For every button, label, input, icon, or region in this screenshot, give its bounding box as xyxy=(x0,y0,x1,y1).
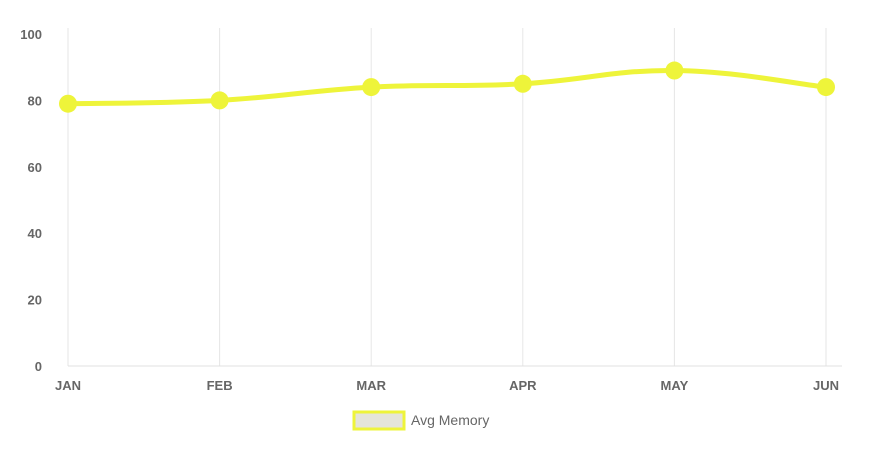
y-tick-label: 20 xyxy=(28,293,42,308)
legend-label[interactable]: Avg Memory xyxy=(411,412,489,428)
x-tick-labels: JAN FEB MAR APR MAY JUN xyxy=(55,378,839,393)
x-tick-label: APR xyxy=(509,378,537,393)
y-tick-label: 0 xyxy=(35,359,42,374)
series-layer xyxy=(59,61,835,113)
legend[interactable]: Avg Memory xyxy=(352,410,489,431)
data-point-may xyxy=(665,61,684,80)
data-point-jan xyxy=(59,94,77,113)
data-point-mar xyxy=(362,78,381,97)
y-tick-label: 80 xyxy=(28,93,42,108)
x-tick-label: MAR xyxy=(356,378,386,393)
legend-swatch[interactable] xyxy=(352,410,406,431)
x-tick-label: JUN xyxy=(813,378,839,393)
data-point-jun xyxy=(817,78,835,97)
data-point-apr xyxy=(513,74,532,93)
data-point-feb xyxy=(210,91,229,110)
y-tick-label: 60 xyxy=(28,160,42,175)
y-tick-labels: 0 20 40 60 80 100 xyxy=(20,27,42,374)
series-line-avg-memory xyxy=(65,68,829,107)
grid-lines xyxy=(67,28,827,366)
x-tick-label: JAN xyxy=(55,378,81,393)
y-tick-label: 100 xyxy=(20,27,42,42)
x-tick-label: MAY xyxy=(661,378,689,393)
x-tick-label: FEB xyxy=(207,378,233,393)
y-tick-label: 40 xyxy=(28,226,42,241)
